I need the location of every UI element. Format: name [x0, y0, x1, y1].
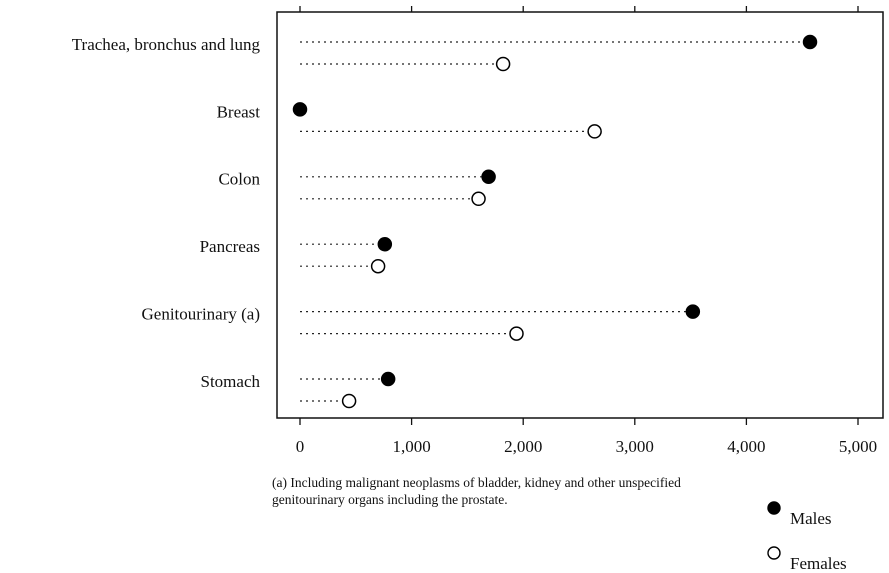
plot-frame	[276, 11, 884, 419]
footnote: (a) Including malignant neoplasms of bla…	[272, 475, 681, 490]
x-tick-label: 4,000	[727, 437, 765, 456]
dot	[802, 34, 818, 50]
legend-label: Females	[790, 554, 847, 573]
dot	[509, 326, 524, 341]
y-tick-label: Breast	[217, 102, 261, 121]
y-tick-label: Pancreas	[200, 237, 260, 256]
legend-marker	[767, 501, 781, 515]
y-tick-label: Trachea, bronchus and lung	[72, 35, 261, 54]
dot	[587, 124, 602, 139]
dot	[370, 258, 386, 274]
dot	[377, 236, 393, 252]
y-tick-label: Genitourinary (a)	[142, 305, 260, 324]
dot	[341, 393, 357, 409]
footnote: genitourinary organs including the prost…	[272, 492, 508, 507]
legend-marker	[767, 546, 781, 560]
dot	[380, 371, 396, 387]
dot	[685, 304, 701, 319]
dot	[471, 191, 486, 207]
x-tick-label: 2,000	[504, 437, 542, 456]
y-tick-label: Stomach	[201, 372, 261, 391]
dot	[481, 169, 496, 185]
x-tick-label: 1,000	[392, 437, 430, 456]
legend-label: Males	[790, 509, 832, 528]
dot	[495, 56, 511, 72]
dot	[292, 102, 308, 117]
x-tick-label: 0	[296, 437, 305, 456]
x-tick-label: 5,000	[839, 437, 877, 456]
x-tick-label: 3,000	[616, 437, 654, 456]
y-tick-label: Colon	[218, 170, 260, 189]
